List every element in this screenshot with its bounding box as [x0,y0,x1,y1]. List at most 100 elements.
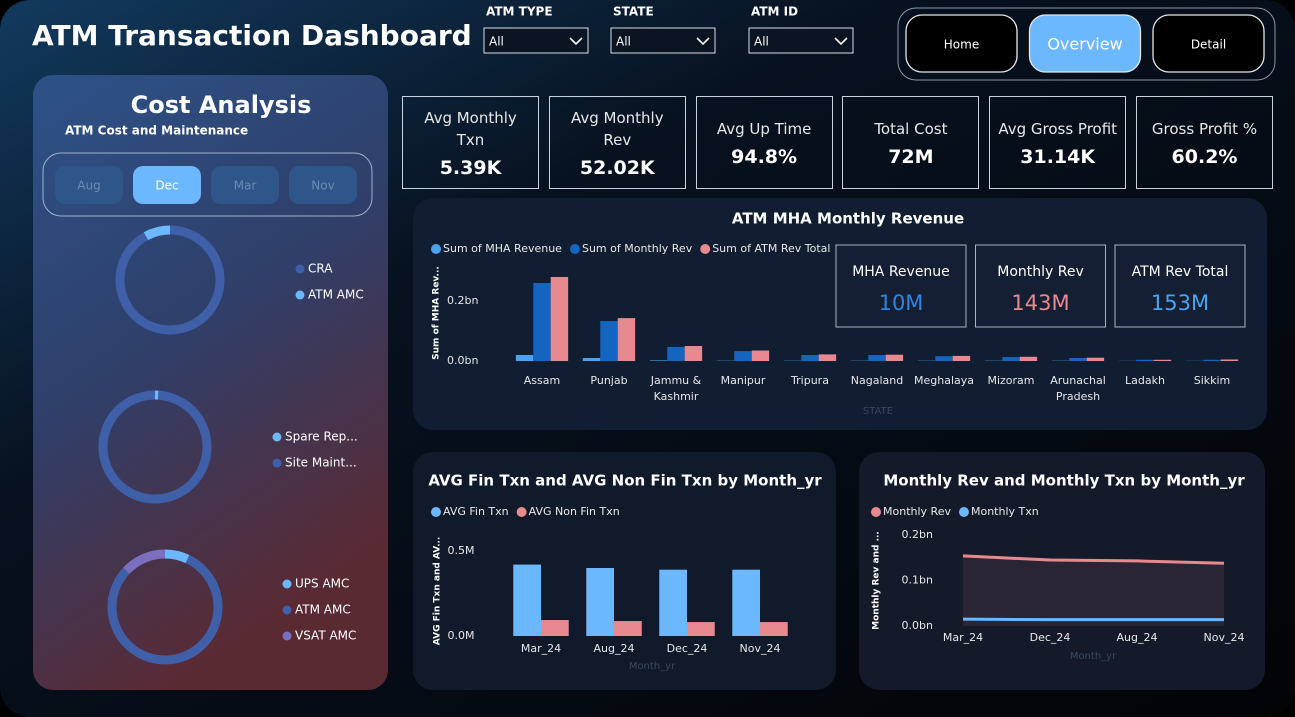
legend-label: Monthly Rev [883,505,951,518]
x-tick-label: Mizoram [987,374,1035,387]
donut-slice [123,549,166,574]
nav-button-label: Detail [1191,38,1226,52]
x-axis-label: Month_yr [1070,651,1117,662]
bar [818,354,837,361]
legend-marker [295,264,305,274]
bar [751,350,770,361]
x-tick-label: Meghalaya [913,374,974,387]
bar [550,277,569,361]
bar [586,568,614,636]
kpi-label: Total Cost [874,119,948,138]
chevron [569,37,583,46]
bar [614,621,642,636]
chart-title: Monthly Rev and Monthly Txn by Month_yr [883,472,1245,490]
kpi-value: 31.14K [1020,145,1096,168]
y-axis-label: AVG Fin Txn and AV... [433,537,443,646]
nav-container [897,7,1276,81]
nav-button[interactable] [905,14,1018,73]
month-button-label: Aug [77,179,100,193]
kpi-card [835,244,967,328]
legend-marker [431,507,441,517]
x-tick-label: Nov_24 [1204,631,1245,644]
filter-value: All [754,35,769,49]
legend-label: Sum of MHA Revenue [443,242,562,255]
y-tick-label: 0.0M [448,629,475,642]
donut-slice [143,225,171,241]
legend-label: VSAT AMC [295,629,356,643]
kpi-value: 143M [1011,291,1069,315]
bar [687,622,715,636]
kpi-card: Avg Gross Profit 31.14K [989,96,1127,189]
line [962,554,1225,565]
legend-marker [282,579,292,589]
bar [1019,356,1038,361]
donut-slice [115,225,225,335]
legend-marker [272,458,282,468]
x-tick-label: Tripura [791,374,829,387]
y-tick-label: 0.5M [448,544,475,557]
x-tick-label: Aug_24 [1117,631,1158,644]
filter-dropdown[interactable] [610,27,716,54]
x-tick-label: Mar_24 [943,631,983,644]
y-tick-label: 0.1bn [902,574,933,587]
y-tick-label: 0.0bn [447,354,478,367]
bar [1136,359,1154,361]
month-button-label: Dec [155,179,178,193]
donut-slice [98,390,212,504]
kpi-card: Avg Up Time 94.8% [695,96,833,189]
legend-label: Sum of Monthly Rev [582,242,693,255]
legend-label: UPS AMC [295,577,349,591]
filter-dropdown[interactable] [748,27,854,54]
cost-panel [33,75,388,690]
bar [533,283,551,361]
kpi-card: Avg Monthly Rev 52.02K [548,96,686,189]
month-button[interactable] [55,166,123,204]
bar [684,346,703,361]
x-tick-label: Aug_24 [594,642,635,655]
nav-button-label: Home [944,38,979,52]
nav-button[interactable] [1152,14,1265,73]
legend-label: Monthly Txn [971,505,1039,518]
kpi-value: 52.02K [579,156,655,179]
month-button[interactable] [289,166,357,204]
chevron [834,37,848,46]
month-slicer [42,152,373,217]
legend-label: ATM AMC [308,288,364,302]
kpi-value: 94.8% [731,145,798,168]
x-tick-label: Nov_24 [740,642,781,655]
x-tick-label: Dec_24 [667,642,708,655]
x-tick-label: Nagaland [850,374,904,387]
y-axis-label: Monthly Rev and ... [872,531,882,630]
bar [935,356,953,361]
kpi-card [1114,244,1246,328]
filter-label: ATM ID [751,5,798,19]
x-tick-label: Sikkim [1193,374,1231,387]
legend-marker [569,244,580,254]
x-tick-label: Punjab [590,374,628,387]
y-tick-label: 0.2bn [902,528,933,541]
legend-marker [295,290,305,300]
legend-marker [282,605,292,615]
bar [541,620,569,636]
filter-dropdown[interactable] [483,27,589,54]
kpi-label: MHA Revenue [852,264,950,280]
x-axis-label: Month_yr [629,661,676,672]
bar [732,569,760,636]
bar [1002,357,1020,361]
month-button[interactable] [211,166,279,204]
kpi-label: Avg Up Time [716,119,812,138]
y-tick-label: 0.2bn [447,294,478,307]
nav-button[interactable] [1028,14,1142,73]
legend-label: ATM AMC [295,603,351,617]
legend-label: Sum of ATM Rev Total [712,242,830,255]
kpi-card [975,244,1106,328]
x-tick-label: Manipur [720,374,766,387]
legend-marker [700,244,711,254]
donut-slice [107,554,223,665]
bar [952,355,971,361]
month-button[interactable] [133,166,201,204]
legend-marker [272,432,282,442]
month-button-label: Mar [234,179,257,193]
